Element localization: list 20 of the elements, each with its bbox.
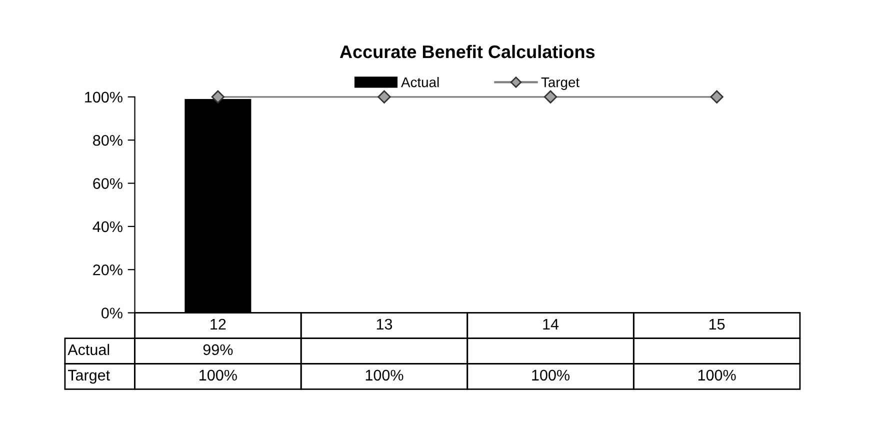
text: Actual <box>68 344 110 356</box>
y-tick-label: 0% <box>102 308 122 318</box>
data-label: 100% <box>532 370 570 381</box>
data-label: 100% <box>200 370 237 381</box>
text: Target <box>68 370 110 384</box>
x-tick-label: 14 <box>543 318 559 330</box>
data-label: 100% <box>366 370 404 381</box>
data-label: 100% <box>698 370 736 381</box>
y-tick-label: 60% <box>93 178 122 189</box>
x-tick-label: 13 <box>376 318 392 330</box>
data-label: 99% <box>203 344 233 356</box>
legend-label: Actual <box>401 77 439 88</box>
y-tick-label: 20% <box>93 264 122 276</box>
x-tick-label: 15 <box>709 318 725 330</box>
y-tick-label: 40% <box>92 221 122 232</box>
y-tick-label: 100% <box>85 92 122 103</box>
chart-title: Accurate Benefit Calculations <box>340 44 595 58</box>
y-tick-label: 80% <box>93 134 122 146</box>
legend-label: Target <box>541 78 580 90</box>
x-tick-label: 12 <box>210 318 226 330</box>
